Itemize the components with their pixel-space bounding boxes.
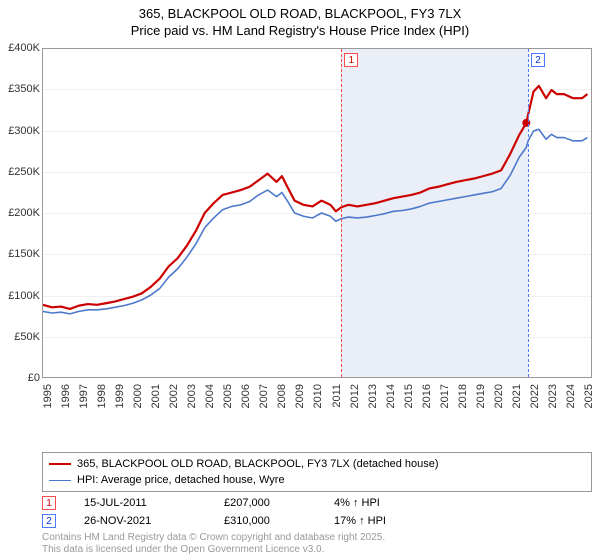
title-block: 365, BLACKPOOL OLD ROAD, BLACKPOOL, FY3 … bbox=[0, 0, 600, 40]
info-pct-2: 17% ↑ HPI bbox=[334, 515, 454, 527]
title-line2: Price paid vs. HM Land Registry's House … bbox=[0, 23, 600, 40]
legend-swatch-2 bbox=[49, 480, 71, 481]
legend-label-2: HPI: Average price, detached house, Wyre bbox=[77, 474, 285, 486]
info-date-2: 26-NOV-2021 bbox=[84, 515, 224, 527]
y-tick: £250K bbox=[0, 166, 40, 178]
x-tick: 2025 bbox=[583, 384, 595, 424]
x-tick: 2003 bbox=[186, 384, 198, 424]
marker-box-2: 2 bbox=[531, 53, 545, 67]
x-tick: 2000 bbox=[132, 384, 144, 424]
info-row-1: 1 15-JUL-2011 £207,000 4% ↑ HPI bbox=[42, 494, 454, 512]
info-pct-1: 4% ↑ HPI bbox=[334, 497, 454, 509]
x-tick: 2001 bbox=[150, 384, 162, 424]
y-tick: £100K bbox=[0, 290, 40, 302]
sale-point-dot bbox=[522, 119, 530, 127]
legend-row-1: 365, BLACKPOOL OLD ROAD, BLACKPOOL, FY3 … bbox=[49, 456, 585, 472]
info-price-1: £207,000 bbox=[224, 497, 334, 509]
x-tick: 2019 bbox=[475, 384, 487, 424]
x-tick: 1995 bbox=[42, 384, 54, 424]
footer: Contains HM Land Registry data © Crown c… bbox=[42, 532, 385, 556]
x-tick: 2012 bbox=[349, 384, 361, 424]
x-tick: 2021 bbox=[511, 384, 523, 424]
x-tick: 2015 bbox=[403, 384, 415, 424]
x-tick: 2008 bbox=[276, 384, 288, 424]
info-price-2: £310,000 bbox=[224, 515, 334, 527]
info-date-1: 15-JUL-2011 bbox=[84, 497, 224, 509]
footer-line1: Contains HM Land Registry data © Crown c… bbox=[42, 532, 385, 544]
info-marker-1: 1 bbox=[42, 496, 56, 510]
y-tick: £0 bbox=[0, 372, 40, 384]
marker-line-2 bbox=[528, 49, 529, 377]
footer-line2: This data is licensed under the Open Gov… bbox=[42, 544, 385, 556]
info-row-2: 2 26-NOV-2021 £310,000 17% ↑ HPI bbox=[42, 512, 454, 530]
legend-label-1: 365, BLACKPOOL OLD ROAD, BLACKPOOL, FY3 … bbox=[77, 458, 439, 470]
x-tick: 2022 bbox=[529, 384, 541, 424]
series-line-0 bbox=[43, 86, 587, 309]
x-tick: 2011 bbox=[331, 384, 343, 424]
marker-line-1 bbox=[341, 49, 342, 377]
marker-box-1: 1 bbox=[344, 53, 358, 67]
x-tick: 2013 bbox=[367, 384, 379, 424]
x-tick: 2017 bbox=[439, 384, 451, 424]
x-tick: 2024 bbox=[565, 384, 577, 424]
x-tick: 2023 bbox=[547, 384, 559, 424]
x-tick: 2016 bbox=[421, 384, 433, 424]
y-tick: £200K bbox=[0, 207, 40, 219]
x-tick: 2010 bbox=[312, 384, 324, 424]
chart-wrap: £0 £50K £100K £150K £200K £250K £300K £350K £400… bbox=[0, 44, 600, 414]
x-tick: 2009 bbox=[294, 384, 306, 424]
legend: 365, BLACKPOOL OLD ROAD, BLACKPOOL, FY3 … bbox=[42, 452, 592, 492]
info-marker-2: 2 bbox=[42, 514, 56, 528]
legend-row-2: HPI: Average price, detached house, Wyre bbox=[49, 472, 585, 488]
x-tick: 1997 bbox=[78, 384, 90, 424]
y-tick: £350K bbox=[0, 83, 40, 95]
x-tick: 2014 bbox=[385, 384, 397, 424]
x-tick: 2002 bbox=[168, 384, 180, 424]
y-tick: £400K bbox=[0, 42, 40, 54]
x-tick: 2018 bbox=[457, 384, 469, 424]
info-table: 1 15-JUL-2011 £207,000 4% ↑ HPI 2 26-NOV… bbox=[42, 494, 454, 530]
x-tick: 2020 bbox=[493, 384, 505, 424]
title-line1: 365, BLACKPOOL OLD ROAD, BLACKPOOL, FY3 … bbox=[0, 6, 600, 23]
y-tick: £50K bbox=[0, 331, 40, 343]
legend-swatch-1 bbox=[49, 463, 71, 465]
x-tick: 2005 bbox=[222, 384, 234, 424]
x-tick: 2006 bbox=[240, 384, 252, 424]
y-tick: £150K bbox=[0, 248, 40, 260]
x-tick: 1998 bbox=[96, 384, 108, 424]
x-tick: 2007 bbox=[258, 384, 270, 424]
x-tick: 1996 bbox=[60, 384, 72, 424]
y-tick: £300K bbox=[0, 125, 40, 137]
x-tick: 1999 bbox=[114, 384, 126, 424]
series-svg bbox=[43, 49, 591, 377]
series-line-1 bbox=[43, 129, 587, 314]
plot-area: 12 bbox=[42, 48, 592, 378]
x-tick: 2004 bbox=[204, 384, 216, 424]
chart-container: 365, BLACKPOOL OLD ROAD, BLACKPOOL, FY3 … bbox=[0, 0, 600, 560]
